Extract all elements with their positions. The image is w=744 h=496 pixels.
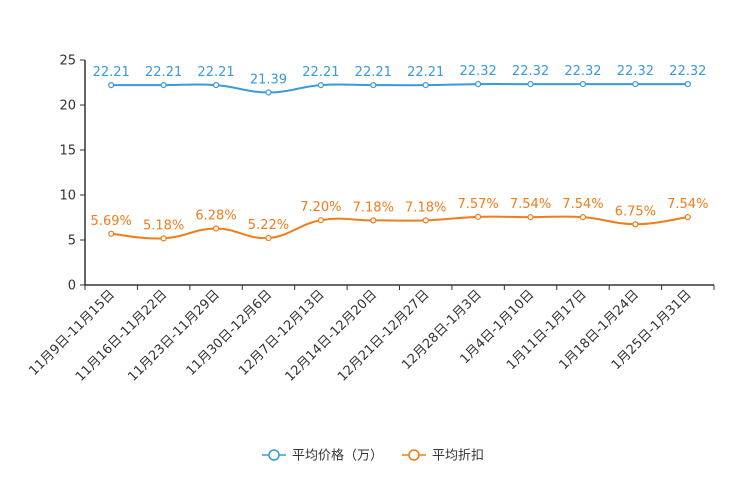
data-point [265,89,272,96]
data-point [684,214,691,221]
data-point [370,217,377,224]
data-point [317,82,324,89]
data-point [475,213,482,220]
y-tick-label: 25 [59,54,76,69]
data-point [475,81,482,88]
data-point [527,214,534,221]
legend-marker-0 [268,449,280,461]
data-label: 22.32 [669,64,706,79]
x-tick-label: 12月21日-12月27日 [335,287,432,384]
data-label: 7.54% [510,197,551,212]
data-label: 22.32 [512,64,549,79]
data-label: 7.18% [353,200,394,215]
data-point [108,82,115,89]
data-label: 5.69% [91,214,132,229]
data-label: 22.21 [407,65,444,80]
y-tick-label: 0 [68,279,76,294]
series-line-0 [111,83,688,94]
data-label: 22.21 [302,65,339,80]
data-label: 21.39 [250,72,287,87]
data-label: 22.32 [460,64,497,79]
data-label: 22.32 [617,64,654,79]
data-point [160,235,167,242]
data-point [160,82,167,89]
data-point [632,221,639,228]
data-point [317,217,324,224]
data-label: 22.32 [564,64,601,79]
y-tick-label: 20 [59,99,76,114]
y-tick-label: 10 [59,189,76,204]
data-label: 5.18% [143,218,184,233]
data-label: 22.21 [197,65,234,80]
data-point [422,217,429,224]
data-point [579,214,587,221]
data-label: 7.18% [405,200,446,215]
data-point [265,234,272,242]
data-label: 7.20% [300,200,341,215]
y-tick-label: 15 [59,144,76,159]
data-point [684,81,691,88]
data-label: 7.54% [667,197,708,212]
data-point [108,230,115,237]
data-label: 7.54% [562,197,603,212]
data-point [579,81,587,88]
data-point [422,82,429,89]
data-label: 22.21 [355,65,392,80]
data-label: 6.28% [195,208,236,223]
data-label: 6.75% [615,204,656,219]
x-tick-label: 11月9日-11月15日 [26,287,118,379]
data-label: 5.22% [248,218,289,233]
data-point [212,82,220,89]
x-tick-label: 12月14日-12月20日 [283,287,380,384]
data-point [212,225,220,232]
legend-marker-1 [408,449,420,461]
data-point [632,81,639,88]
data-label: 7.57% [457,197,498,212]
data-label: 22.21 [93,65,130,80]
data-point [527,81,534,88]
series-line-1 [111,215,688,240]
x-tick-label: 11月23日-11月29日 [125,287,222,384]
legend-label: 平均折扣 [432,449,484,464]
x-tick-label: 11月16日-11月22日 [73,287,170,384]
data-label: 22.21 [145,65,182,80]
legend-label: 平均价格（万） [292,448,383,464]
y-tick-label: 5 [68,234,76,249]
data-point [370,82,377,89]
